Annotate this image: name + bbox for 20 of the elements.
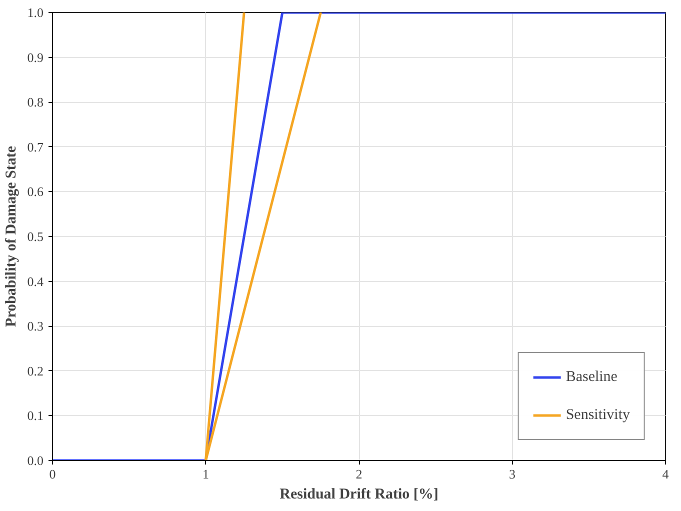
x-axis-title: Residual Drift Ratio [%]	[280, 486, 438, 502]
x-tick-label: 2	[356, 466, 362, 482]
x-tick-label: 3	[509, 466, 516, 482]
y-tick-label: 0.3	[27, 318, 44, 334]
x-tick-label: 1	[202, 466, 209, 482]
y-tick-label: 0.4	[27, 274, 44, 289]
y-axis-title: Probability of Damage State	[3, 146, 20, 327]
y-tick-label: 0.5	[27, 229, 44, 244]
legend-label: Sensitivity	[566, 406, 630, 424]
y-tick-label: 0.9	[27, 50, 44, 65]
y-tick-label: 0.1	[27, 408, 44, 424]
y-tick-label: 0.6	[27, 184, 44, 200]
legend-label: Baseline	[566, 368, 618, 386]
y-tick-label: 1.0	[27, 5, 44, 20]
y-tick-label: 0.7	[27, 139, 44, 154]
y-tick-label: 0.8	[27, 94, 44, 110]
x-tick-label: 4	[662, 466, 670, 482]
y-tick-label: 0.2	[27, 363, 44, 378]
y-tick-label: 0.0	[27, 453, 44, 468]
x-tick-label: 0	[49, 466, 56, 482]
